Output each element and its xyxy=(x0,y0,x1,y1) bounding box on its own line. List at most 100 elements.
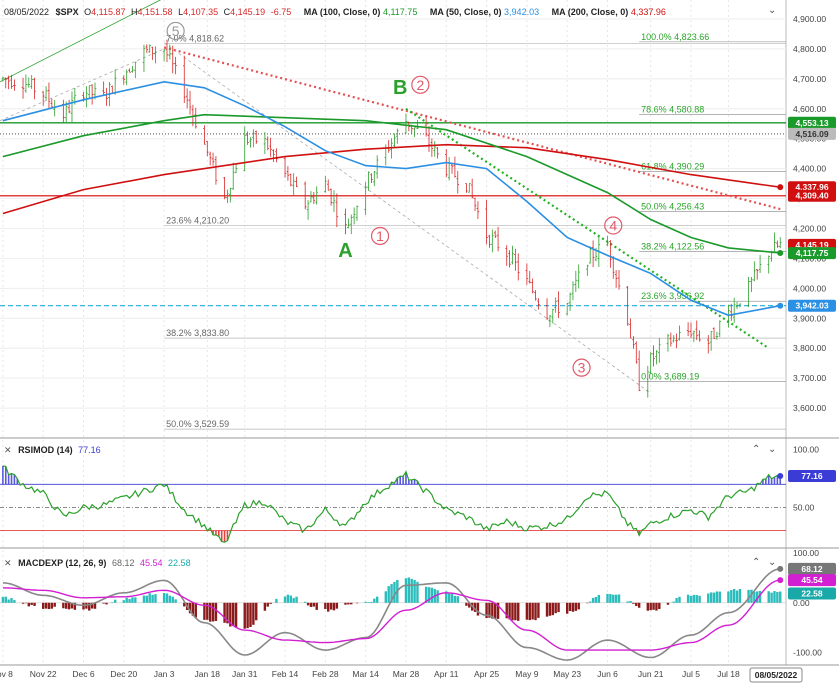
wave-a-label: A xyxy=(338,240,352,262)
macd-histogram-bar xyxy=(457,596,459,603)
price-tag-label: 4,309.40 xyxy=(795,191,828,201)
x-tick-label: Mar 14 xyxy=(352,669,379,679)
macd-panel-up-icon[interactable]: ⌃ xyxy=(752,557,760,568)
macd-histogram-bar xyxy=(526,603,528,620)
rsi-header: ✕ RSIMOD (14) 77.16 xyxy=(4,445,101,456)
ma-end-dot xyxy=(777,303,783,309)
macd-histogram-bar xyxy=(537,603,539,618)
macd-histogram-bar xyxy=(134,597,136,602)
macd-histogram-bar xyxy=(629,601,631,603)
macd-value-3: 22.58 xyxy=(168,558,191,568)
fib-gray-label: 50.0% 3,529.59 xyxy=(166,419,229,429)
macd-histogram-bar xyxy=(687,595,689,603)
macd-histogram-bar xyxy=(131,597,133,602)
price-y-tick-label: 4,600.00 xyxy=(793,104,826,114)
price-y-tick-label: 3,900.00 xyxy=(793,313,826,323)
macd-histogram-bar xyxy=(30,603,32,605)
fib-level-label: 78.6% 4,580.88 xyxy=(641,104,704,114)
macd-histogram-bar xyxy=(128,599,130,603)
x-tick-label: Mar 28 xyxy=(393,669,420,679)
rsi-panel-up-icon[interactable]: ⌃ xyxy=(752,444,760,455)
macd-histogram-bar xyxy=(163,593,165,603)
macd-histogram-bar xyxy=(149,593,151,603)
price-tag: 4,553.13 xyxy=(788,117,836,129)
wave-3-label: 3 xyxy=(578,360,586,376)
macd-histogram-bar xyxy=(673,602,675,603)
macd-histogram-bar xyxy=(232,603,234,626)
macd-close-icon[interactable]: ✕ xyxy=(4,558,12,568)
macd-histogram-bar xyxy=(62,603,64,608)
macd-histogram-bar xyxy=(10,598,12,603)
macd-histogram-bar xyxy=(169,596,171,603)
price-y-tick-label: 3,800.00 xyxy=(793,343,826,353)
macd-header: ✕ MACDEXP (12, 26, 9) 68.12 45.54 22.58 xyxy=(4,558,191,569)
macd-histogram-bar xyxy=(589,602,591,603)
macd-histogram-bar xyxy=(48,603,50,609)
macd-histogram-bar xyxy=(529,603,531,620)
x-tick-label: Jun 21 xyxy=(638,669,664,679)
macd-histogram-bar xyxy=(151,595,153,603)
fib-level-label: 50.0% 4,256.43 xyxy=(641,202,704,212)
macd-histogram-bar xyxy=(632,603,634,604)
macd-histogram-bar xyxy=(244,603,246,629)
price-panel-collapse-icon[interactable]: ⌄ xyxy=(768,5,776,16)
macd-histogram-bar xyxy=(448,594,450,603)
last-date-label: 08/05/2022 xyxy=(755,670,798,680)
macd-tag-label: 68.12 xyxy=(801,564,823,574)
macd-histogram-bar xyxy=(546,603,548,617)
macd-histogram-bar xyxy=(569,603,571,611)
x-tick-label: Feb 14 xyxy=(272,669,299,679)
macd-histogram-bar xyxy=(105,603,107,605)
macd-histogram-bar xyxy=(287,595,289,603)
wave-1-label: 1 xyxy=(376,228,384,244)
price-y-tick-label: 4,400.00 xyxy=(793,164,826,174)
macd-histogram-bar xyxy=(405,578,407,603)
rsi-panel-down-icon[interactable]: ⌄ xyxy=(768,444,776,455)
macd-histogram-bar xyxy=(776,592,778,603)
macd-histogram-bar xyxy=(174,599,176,602)
macd-histogram-bar xyxy=(111,602,113,603)
macd-histogram-bar xyxy=(82,603,84,610)
macd-histogram-bar xyxy=(367,602,369,603)
header-close: 4,145.19 xyxy=(230,7,265,17)
macd-histogram-bar xyxy=(295,597,297,603)
x-tick-label: Dec 6 xyxy=(72,669,94,679)
macd-histogram-bar xyxy=(411,579,413,603)
macd-histogram-bar xyxy=(275,599,277,603)
macd-histogram-bar xyxy=(517,603,519,621)
rsi-close-icon[interactable]: ✕ xyxy=(4,445,12,455)
macd-panel-down-icon[interactable]: ⌄ xyxy=(768,557,776,568)
macd-histogram-bar xyxy=(626,601,628,602)
price-y-tick-label: 4,800.00 xyxy=(793,44,826,54)
macd-histogram-bar xyxy=(609,594,611,603)
rsi-tag-label: 77.16 xyxy=(801,471,823,481)
macd-histogram-bar xyxy=(690,596,692,603)
macd-histogram-bar xyxy=(269,603,271,604)
macd-value-2: 45.54 xyxy=(140,558,163,568)
header-change: -6.75 xyxy=(271,7,292,17)
price-tag-label: 4,117.75 xyxy=(796,248,829,258)
macd-histogram-bar xyxy=(212,603,214,622)
macd-histogram-bar xyxy=(310,603,312,607)
macd-histogram-bar xyxy=(385,591,387,603)
fib-gray-label: 38.2% 3,833.80 xyxy=(166,328,229,338)
header-date: 08/05/2022 xyxy=(4,7,49,17)
wave-b-label: B xyxy=(393,77,407,99)
macd-histogram-bar xyxy=(292,598,294,603)
fib-level-label: 38.2% 4,122.56 xyxy=(641,242,704,252)
price-header: 08/05/2022 $SPX O4,115.87 H4,151.58 L4,1… xyxy=(4,7,666,17)
price-tag-label: 4,516.09 xyxy=(795,129,828,139)
price-tag: 4,516.09 xyxy=(788,128,836,140)
rsi-y-tick-label: 100.00 xyxy=(793,445,819,455)
macd-histogram-bar xyxy=(770,593,772,603)
macd-histogram-bar xyxy=(255,603,257,621)
macd-histogram-bar xyxy=(264,603,266,611)
macd-histogram-bar xyxy=(595,597,597,603)
macd-histogram-bar xyxy=(114,600,116,603)
macd-histogram-bar xyxy=(578,603,580,610)
macd-histogram-bar xyxy=(172,597,174,603)
macd-histogram-bar xyxy=(592,598,594,603)
macd-histogram-bar xyxy=(123,600,125,603)
price-y-tick-label: 3,700.00 xyxy=(793,373,826,383)
